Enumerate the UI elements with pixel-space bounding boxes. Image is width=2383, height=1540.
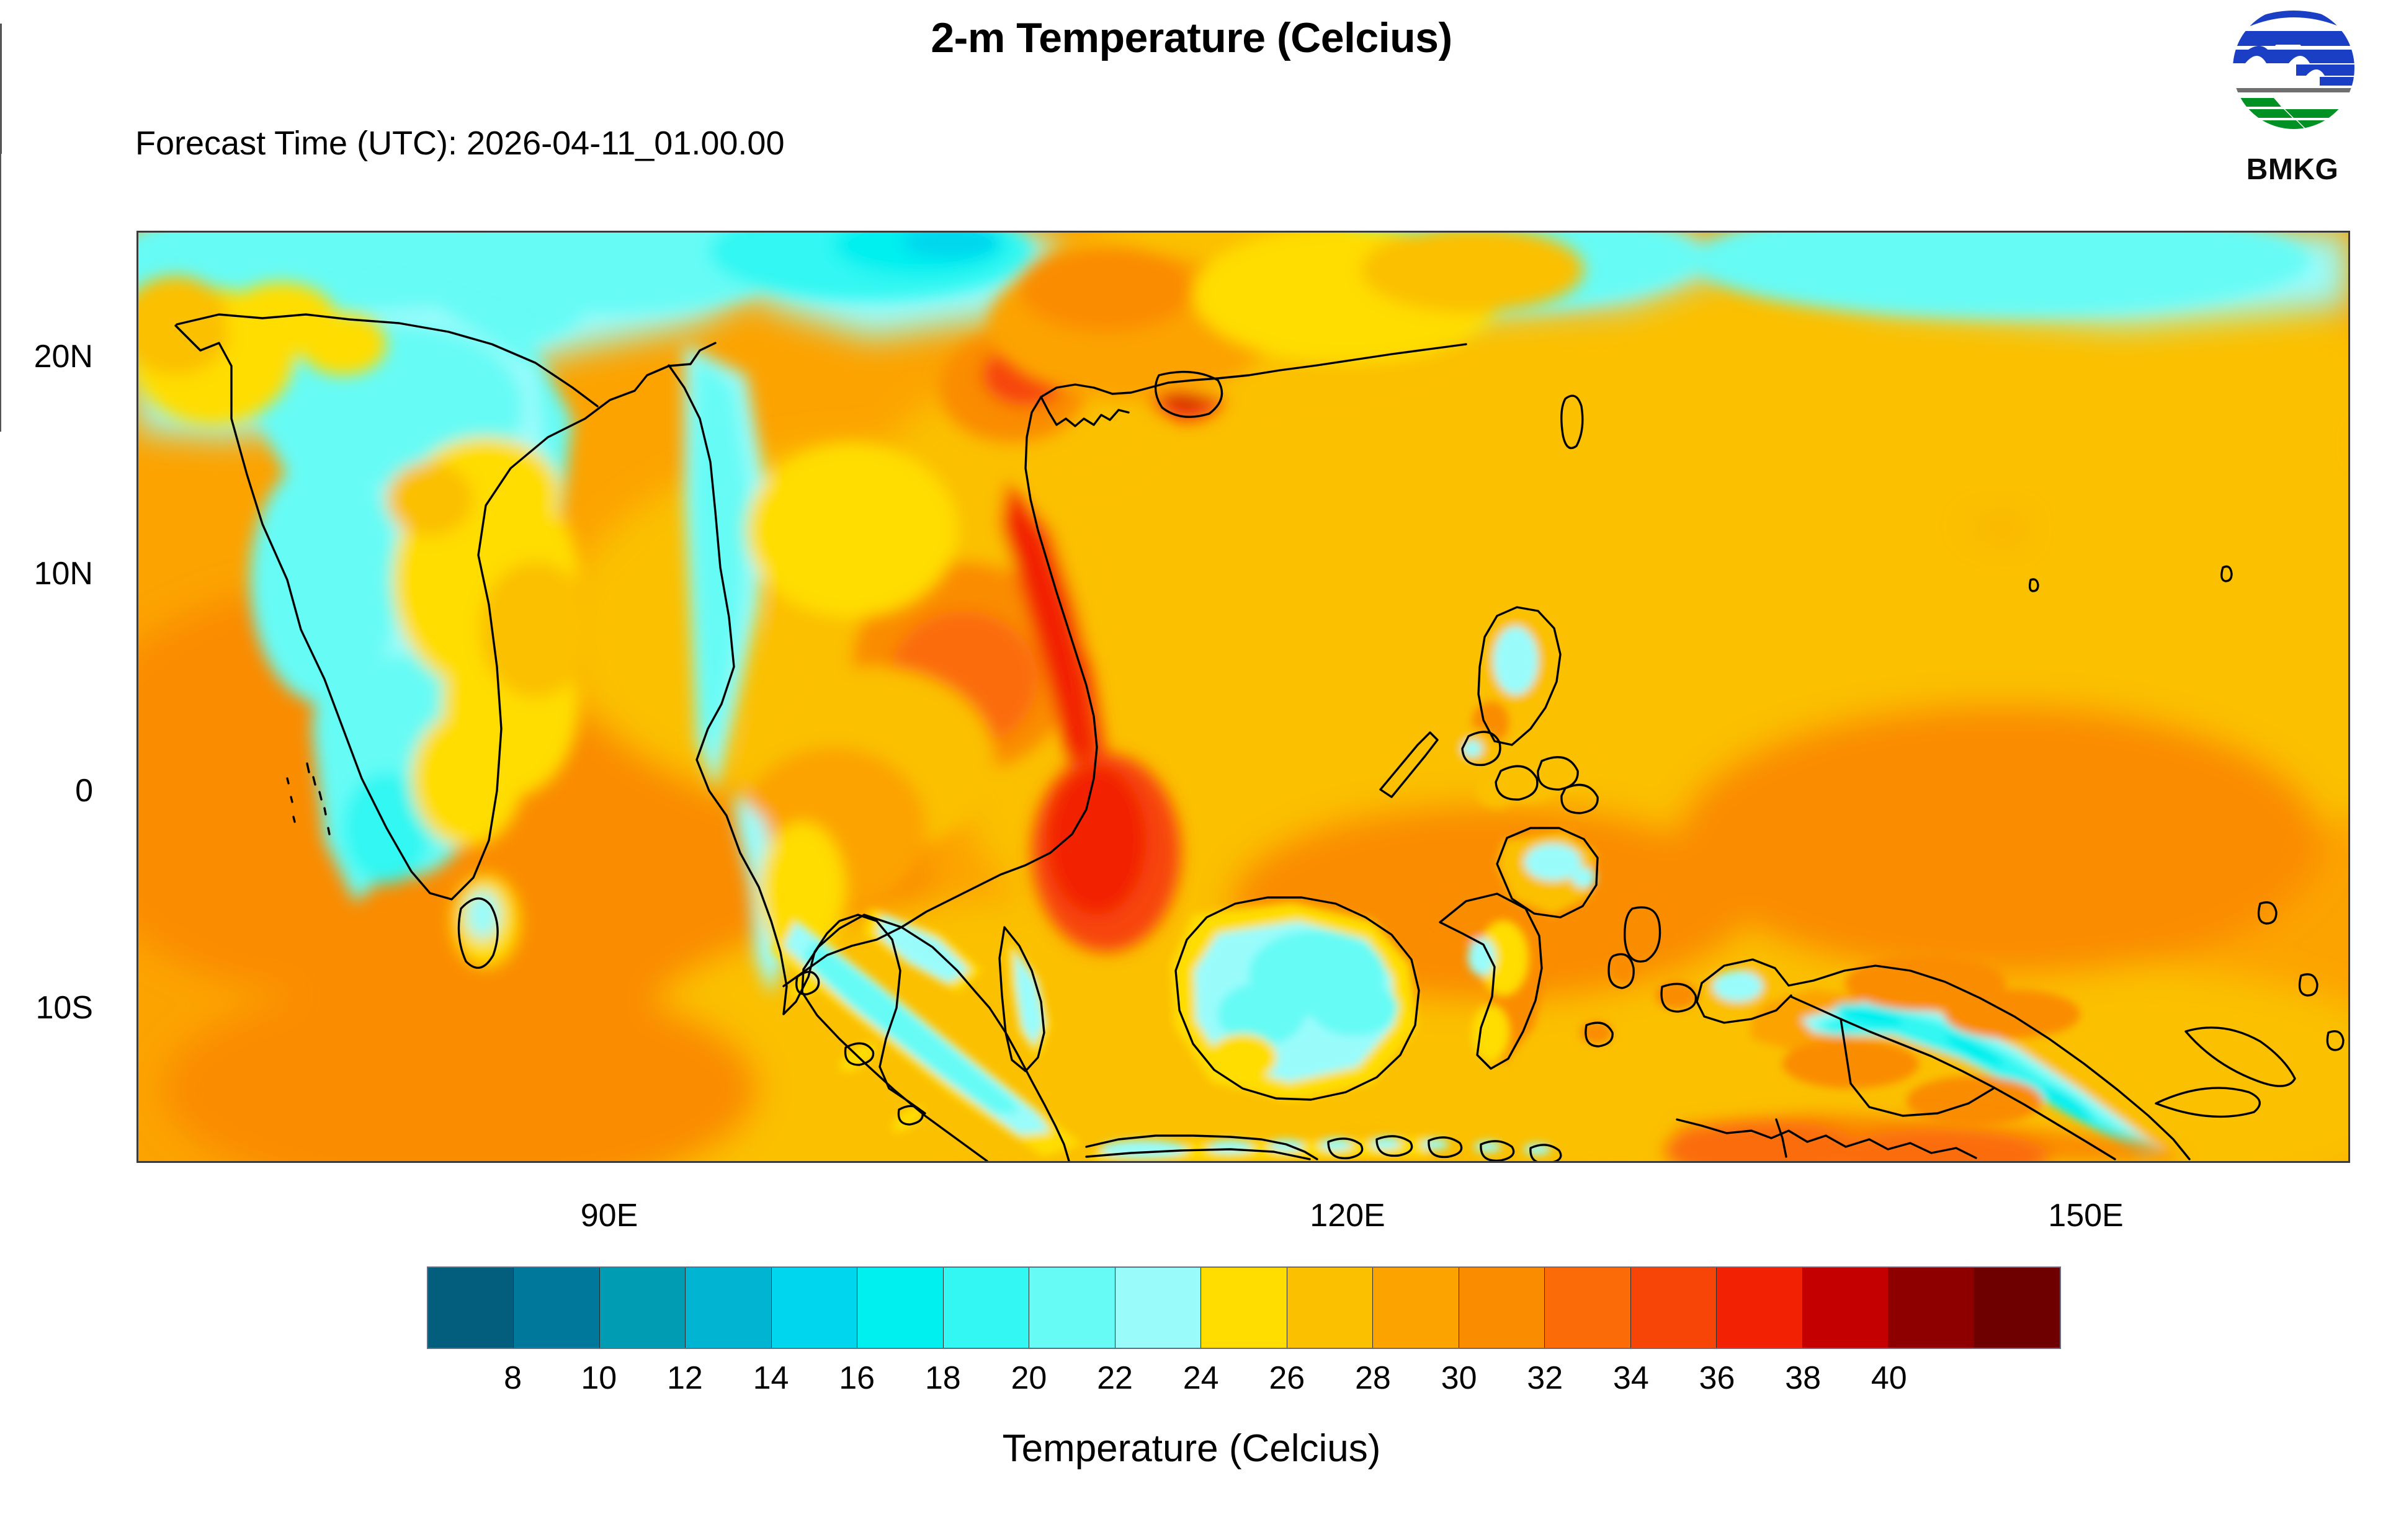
colorbar-cell-18 — [1974, 1268, 2060, 1348]
colorbar-tick-18: 18 — [924, 1360, 961, 1396]
bmkg-logo: BMKG — [2218, 4, 2367, 208]
x-minor-tick — [0, 174, 1, 194]
y-axis-label-10n: 10N — [34, 556, 93, 592]
x-tick-90e — [0, 24, 2, 67]
colorbar-cell-8 — [1115, 1268, 1202, 1348]
colorbar-cell-9 — [1201, 1268, 1287, 1348]
x-minor-tick — [0, 154, 1, 174]
colorbar-tick-12: 12 — [666, 1360, 703, 1396]
colorbar-cell-17 — [1888, 1268, 1975, 1348]
x-tick-150e — [0, 110, 2, 154]
x-axis: 90E 120E 150E — [0, 24, 2383, 1234]
colorbar-tick-40: 40 — [1871, 1360, 1907, 1396]
colorbar-tick-22: 22 — [1097, 1360, 1133, 1396]
colorbar-cell-14 — [1630, 1268, 1717, 1348]
x-minor-tick — [0, 194, 1, 213]
colorbar-tick-20: 20 — [1011, 1360, 1047, 1396]
temperature-field — [138, 233, 2348, 1161]
colorbar-cell-3 — [686, 1268, 772, 1348]
colorbar-axis-label: Temperature (Celcius) — [1002, 1427, 1381, 1470]
x-minor-tick — [0, 392, 1, 412]
x-minor-tick — [0, 273, 1, 293]
temperature-map[interactable] — [136, 231, 2350, 1163]
y-axis-label-20n: 20N — [34, 339, 93, 375]
colorbar-tick-34: 34 — [1612, 1360, 1649, 1396]
colorbar-cell-0 — [428, 1268, 514, 1348]
colorbar-cell-6 — [943, 1268, 1030, 1348]
colorbar-tick-16: 16 — [839, 1360, 875, 1396]
colorbar-cell-5 — [857, 1268, 944, 1348]
colorbar-tick-38: 38 — [1785, 1360, 1822, 1396]
forecast-time-label: Forecast Time (UTC): 2026-04-11_01.00.00 — [135, 125, 785, 162]
x-axis-label-150e: 150E — [2048, 1198, 2124, 1234]
x-axis-label-120e: 120E — [1310, 1198, 1385, 1234]
temperature-colorbar[interactable] — [427, 1266, 2061, 1349]
colorbar-cell-4 — [771, 1268, 858, 1348]
colorbar-cell-16 — [1802, 1268, 1889, 1348]
x-minor-tick — [0, 372, 1, 392]
colorbar-cell-11 — [1373, 1268, 1459, 1348]
bmkg-logo-text: BMKG — [2246, 153, 2339, 186]
colorbar-tick-32: 32 — [1527, 1360, 1563, 1396]
x-minor-tick — [0, 313, 1, 332]
x-axis-label-90e: 90E — [580, 1198, 638, 1234]
colorbar-tick-36: 36 — [1699, 1360, 1735, 1396]
x-minor-tick — [0, 293, 1, 313]
colorbar-tick-30: 30 — [1441, 1360, 1477, 1396]
x-tick-120e — [0, 67, 2, 110]
bmkg-emblem-icon — [2233, 11, 2354, 129]
x-minor-tick — [0, 233, 1, 253]
colorbar-cell-2 — [599, 1268, 686, 1348]
y-axis-label-10s: 10S — [35, 990, 93, 1026]
colorbar-cell-12 — [1459, 1268, 1545, 1348]
colorbar-tick-14: 14 — [753, 1360, 789, 1396]
x-minor-tick — [0, 213, 1, 233]
page-title: 2-m Temperature (Celcius) — [931, 14, 1452, 61]
colorbar-cell-15 — [1717, 1268, 1803, 1348]
y-axis-label-0: 0 — [75, 773, 93, 809]
colorbar-tick-24: 24 — [1183, 1360, 1219, 1396]
colorbar-cell-1 — [514, 1268, 600, 1348]
x-minor-tick — [0, 253, 1, 273]
x-minor-tick — [0, 352, 1, 372]
colorbar-tick-26: 26 — [1269, 1360, 1305, 1396]
colorbar-tick-28: 28 — [1355, 1360, 1391, 1396]
colorbar-cell-10 — [1287, 1268, 1374, 1348]
colorbar-cell-13 — [1545, 1268, 1631, 1348]
colorbar-tick-8: 8 — [504, 1360, 522, 1396]
colorbar-cell-7 — [1029, 1268, 1115, 1348]
colorbar-tick-10: 10 — [581, 1360, 617, 1396]
y-axis: 20N 10N 0 10S — [0, 0, 2383, 1026]
x-minor-tick — [0, 332, 1, 352]
x-minor-tick — [0, 412, 1, 432]
